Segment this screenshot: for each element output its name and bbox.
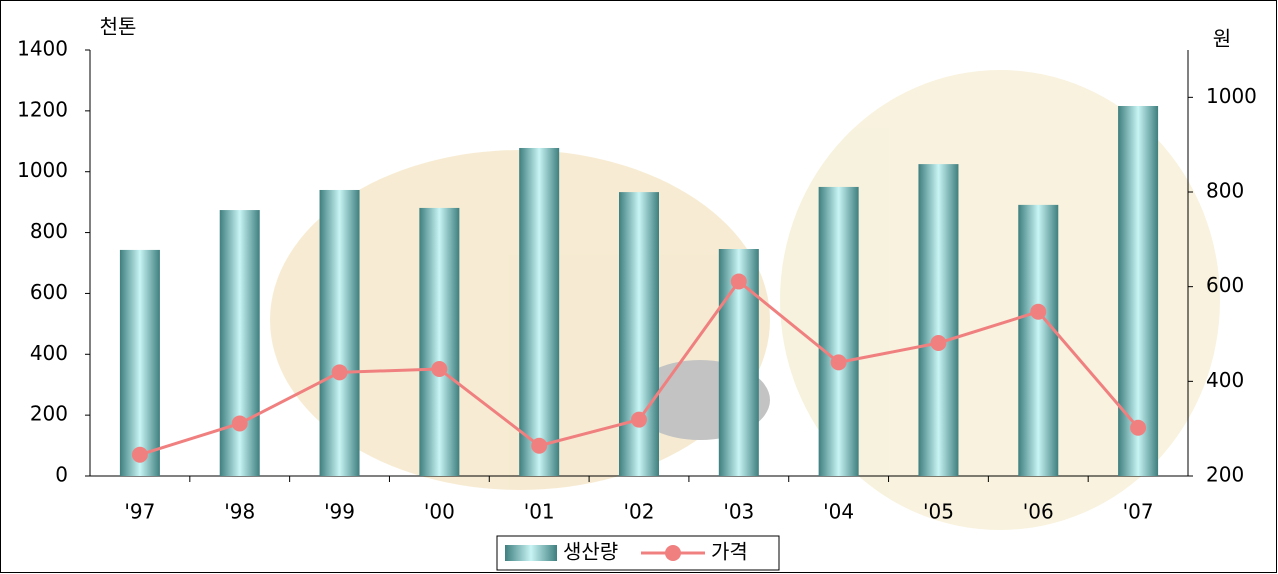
legend-swatch: [505, 545, 557, 561]
y2-tick-label: 600: [1206, 273, 1244, 297]
y2-tick-label: 1000: [1206, 84, 1257, 108]
bar: [519, 147, 560, 477]
legend-label: 가격: [711, 540, 748, 564]
bar: [219, 210, 260, 476]
y-tick-label: 1400: [17, 37, 68, 61]
bar: [319, 189, 360, 476]
bar: [619, 192, 659, 476]
y2-tick-label: 400: [1206, 368, 1244, 392]
x-tick-label: '97: [124, 500, 155, 524]
point: [631, 411, 647, 428]
y-tick-label: 0: [55, 463, 68, 487]
x-tick-label: '07: [1123, 500, 1154, 524]
y-tick-label: 1200: [17, 97, 68, 121]
x-tick-label: '98: [224, 500, 255, 524]
point: [1030, 303, 1047, 320]
point: [930, 334, 947, 351]
y2-tick-label: 200: [1206, 463, 1244, 487]
bar: [119, 249, 160, 476]
point: [730, 273, 747, 290]
x-tick-label: '99: [324, 500, 355, 524]
x-tick-label: '04: [823, 500, 854, 524]
x-tick-label: '03: [723, 500, 754, 524]
bar: [818, 186, 859, 476]
y-tick-label: 400: [30, 341, 68, 365]
bar: [918, 164, 959, 476]
point: [131, 446, 148, 463]
x-tick-label: '01: [524, 500, 555, 524]
y2-tick-label: 800: [1206, 179, 1244, 203]
y-tick-label: 600: [30, 280, 68, 304]
x-tick-label: '00: [424, 500, 455, 524]
y-tick-label: 1000: [17, 158, 68, 182]
y-unit: 천톤: [100, 15, 137, 39]
point: [431, 361, 448, 378]
point: [331, 364, 348, 381]
x-tick-label: '02: [624, 500, 655, 524]
bar: [1018, 204, 1059, 477]
x-tick-label: '05: [923, 500, 954, 524]
point: [1130, 419, 1147, 436]
legend-label: 생산량: [563, 540, 618, 564]
y-tick-label: 800: [30, 219, 68, 243]
point: [830, 354, 847, 371]
bar: [419, 207, 460, 476]
point: [531, 437, 548, 454]
y2-unit: 원: [1213, 27, 1231, 51]
x-tick-label: '06: [1023, 500, 1054, 524]
y-tick-label: 200: [30, 402, 68, 426]
point: [231, 415, 248, 432]
legend-swatch: [665, 545, 681, 561]
